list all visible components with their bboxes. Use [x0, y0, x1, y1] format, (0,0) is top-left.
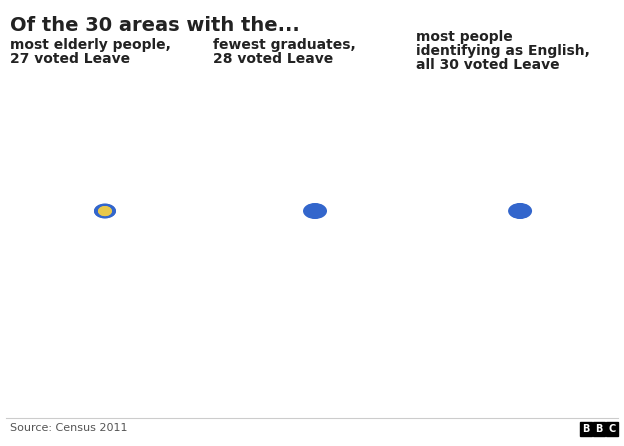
- Text: most people: most people: [416, 30, 513, 44]
- Text: identifying as English,: identifying as English,: [416, 44, 590, 58]
- Ellipse shape: [307, 206, 323, 216]
- Bar: [580, 422, 592, 436]
- Ellipse shape: [508, 203, 532, 219]
- Ellipse shape: [509, 203, 531, 219]
- Ellipse shape: [303, 203, 327, 219]
- Ellipse shape: [98, 206, 112, 216]
- Ellipse shape: [95, 204, 115, 218]
- Text: Source: Census 2011: Source: Census 2011: [10, 423, 127, 433]
- Ellipse shape: [96, 204, 114, 218]
- Ellipse shape: [96, 205, 114, 217]
- Ellipse shape: [512, 206, 528, 217]
- Ellipse shape: [509, 204, 531, 218]
- Ellipse shape: [513, 206, 527, 216]
- Ellipse shape: [95, 204, 115, 218]
- Text: fewest graduates,: fewest graduates,: [213, 38, 356, 52]
- Text: Of the 30 areas with the...: Of the 30 areas with the...: [10, 16, 300, 35]
- Text: B: B: [582, 424, 590, 434]
- Ellipse shape: [97, 206, 113, 217]
- Text: B: B: [595, 424, 603, 434]
- Ellipse shape: [308, 206, 322, 216]
- Ellipse shape: [98, 206, 112, 216]
- Ellipse shape: [512, 205, 528, 216]
- Ellipse shape: [510, 204, 530, 218]
- Ellipse shape: [94, 204, 116, 218]
- Bar: [606, 422, 618, 436]
- Ellipse shape: [94, 203, 116, 219]
- Ellipse shape: [309, 206, 321, 215]
- Ellipse shape: [510, 205, 530, 218]
- Bar: [593, 422, 605, 436]
- Ellipse shape: [304, 203, 326, 219]
- Ellipse shape: [307, 206, 323, 217]
- Ellipse shape: [512, 206, 528, 217]
- Ellipse shape: [97, 206, 113, 217]
- Ellipse shape: [307, 206, 323, 217]
- Ellipse shape: [306, 204, 324, 217]
- Text: 27 voted Leave: 27 voted Leave: [10, 52, 130, 66]
- Ellipse shape: [306, 204, 324, 218]
- Text: most elderly people,: most elderly people,: [10, 38, 171, 52]
- Ellipse shape: [98, 206, 112, 216]
- Ellipse shape: [510, 205, 530, 218]
- Ellipse shape: [310, 207, 320, 215]
- Ellipse shape: [511, 205, 529, 217]
- Text: 28 voted Leave: 28 voted Leave: [213, 52, 333, 66]
- Ellipse shape: [308, 206, 322, 216]
- Text: all 30 voted Leave: all 30 voted Leave: [416, 58, 560, 72]
- Ellipse shape: [513, 206, 527, 216]
- Ellipse shape: [305, 204, 325, 218]
- Ellipse shape: [98, 206, 112, 216]
- Ellipse shape: [305, 205, 325, 218]
- Ellipse shape: [99, 206, 111, 215]
- Ellipse shape: [96, 205, 114, 218]
- Ellipse shape: [509, 203, 531, 219]
- Ellipse shape: [98, 206, 112, 216]
- Text: C: C: [608, 424, 616, 434]
- Ellipse shape: [97, 206, 113, 216]
- Ellipse shape: [510, 204, 530, 218]
- Ellipse shape: [304, 204, 326, 218]
